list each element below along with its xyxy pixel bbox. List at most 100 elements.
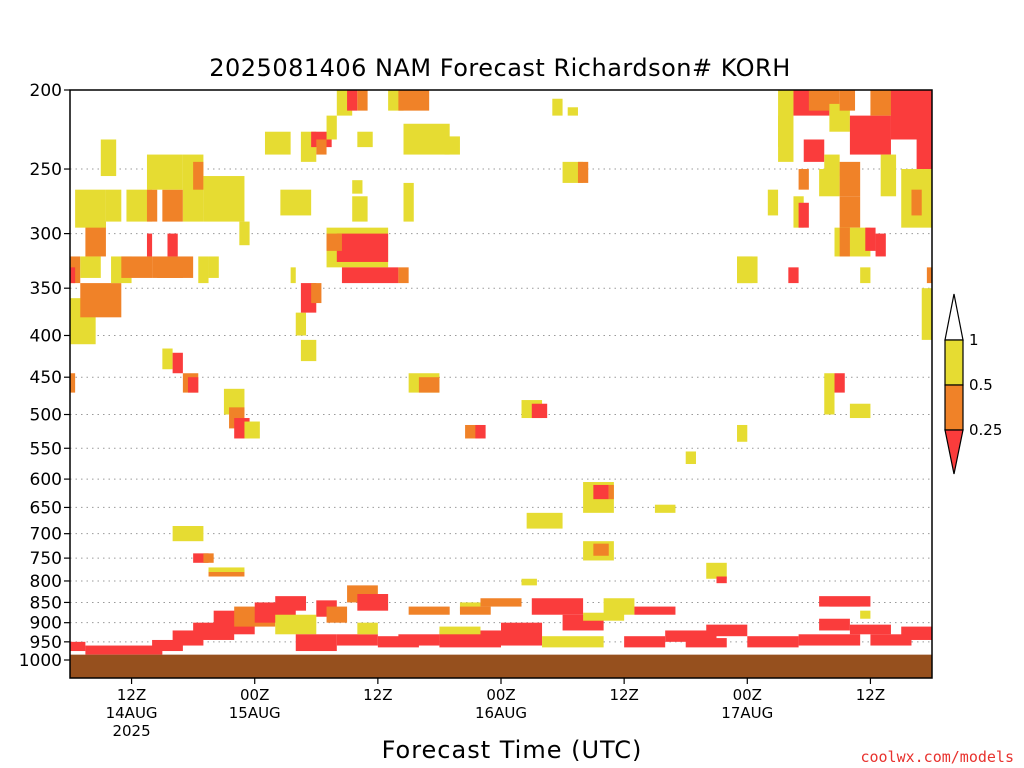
x-tick-label: 17AUG [721, 704, 773, 722]
y-tick-label: 550 [30, 439, 62, 459]
ri-cell [860, 267, 871, 284]
ri-cell [737, 424, 748, 442]
ri-cell [244, 421, 260, 439]
ri-cell [562, 161, 584, 183]
ri-cell [444, 136, 460, 155]
ri-cell [624, 636, 666, 648]
ri-cell [193, 161, 204, 190]
ri-cell [403, 182, 414, 222]
ri-cell [788, 267, 799, 284]
ri-cell [778, 90, 794, 162]
ri-cell [398, 90, 430, 111]
ri-cell [146, 154, 183, 190]
ri-cell [105, 189, 122, 222]
ri-cell [603, 598, 635, 615]
ri-cell [316, 139, 327, 155]
ri-cell [403, 123, 450, 155]
ri-cell [926, 267, 932, 284]
ri-cell [418, 377, 440, 393]
ri-cell [849, 115, 891, 155]
ri-cell [531, 403, 548, 419]
ri-cell [295, 634, 337, 652]
ri-cell [901, 626, 932, 640]
ri-cell [501, 622, 543, 646]
chart-title: 2025081406 NAM Forecast Richardson# KORH [209, 54, 791, 82]
y-tick-label: 400 [30, 326, 62, 346]
x-tick-label: 00Z [240, 686, 269, 704]
ri-cell [880, 154, 897, 197]
ri-cell [208, 567, 245, 573]
y-tick-label: 800 [30, 572, 62, 592]
ri-cell [439, 626, 481, 635]
ri-cell [552, 98, 563, 116]
ri-cell [239, 221, 250, 246]
x-tick-label: 14AUG [106, 704, 158, 722]
ri-cell [352, 180, 363, 194]
ri-cell [542, 636, 604, 648]
ri-cells [70, 90, 932, 655]
ri-cell [459, 606, 491, 615]
ri-cell [80, 256, 101, 278]
y-tick-label: 200 [30, 81, 62, 101]
ri-cell [849, 624, 891, 635]
x-tick-label: 12Z [609, 686, 638, 704]
y-tick-label: 900 [30, 614, 62, 634]
legend-bottom-triangle [944, 429, 964, 475]
ri-cell [408, 606, 450, 615]
ri-cell [85, 221, 106, 257]
ri-cell [172, 526, 204, 542]
ri-cell [767, 189, 779, 216]
ri-cell [162, 189, 183, 222]
credit-text: coolwx.com/models [860, 748, 1014, 766]
y-tick-label: 950 [30, 633, 62, 653]
y-tick-label: 850 [30, 593, 62, 613]
ri-cell [121, 256, 153, 278]
y-tick-label: 650 [30, 498, 62, 518]
ri-cell [798, 634, 861, 646]
ri-cell [326, 233, 342, 251]
ri-cell [198, 256, 209, 284]
ri-cell [685, 451, 696, 465]
ri-cell [341, 267, 399, 284]
ri-cell [70, 373, 76, 393]
ri-cell [737, 256, 753, 284]
legend-swatch [944, 339, 964, 386]
x-axis-title: Forecast Time (UTC) [382, 736, 643, 764]
ri-cell [839, 90, 856, 111]
y-tick-label: 350 [30, 279, 62, 299]
ri-cell [480, 598, 522, 607]
legend-label: 0.25 [969, 421, 1002, 439]
ri-cell [357, 131, 373, 148]
ri-cell [311, 283, 322, 304]
legend-label: 1 [969, 331, 979, 349]
ri-cell [916, 139, 932, 170]
y-tick-label: 250 [30, 160, 62, 180]
x-tick-label: 12Z [363, 686, 392, 704]
ri-cell [577, 161, 589, 183]
ri-cell [85, 645, 163, 655]
ri-cell [264, 131, 291, 155]
y-tick-label: 700 [30, 525, 62, 545]
ri-cell [747, 636, 799, 648]
ri-cell [398, 267, 409, 284]
y-tick-label: 750 [30, 549, 62, 569]
y-tick-label: 300 [30, 225, 62, 245]
x-tick-label: 12Z [856, 686, 885, 704]
legend-top-triangle [944, 293, 964, 341]
ri-cell [834, 373, 845, 393]
ri-cell [819, 596, 871, 607]
ri-cell [567, 107, 578, 116]
ri-cell [860, 610, 871, 619]
ri-cell [300, 339, 317, 362]
legend-swatch [944, 384, 964, 431]
ri-cell [593, 484, 609, 500]
y-tick-label: 450 [30, 368, 62, 388]
ri-cell [706, 562, 727, 579]
ri-cell [459, 602, 481, 611]
y-tick-label: 500 [30, 406, 62, 426]
ri-cell [921, 288, 932, 340]
ri-cell [75, 189, 106, 228]
ri-cell [352, 196, 368, 222]
ri-cell [203, 553, 214, 563]
